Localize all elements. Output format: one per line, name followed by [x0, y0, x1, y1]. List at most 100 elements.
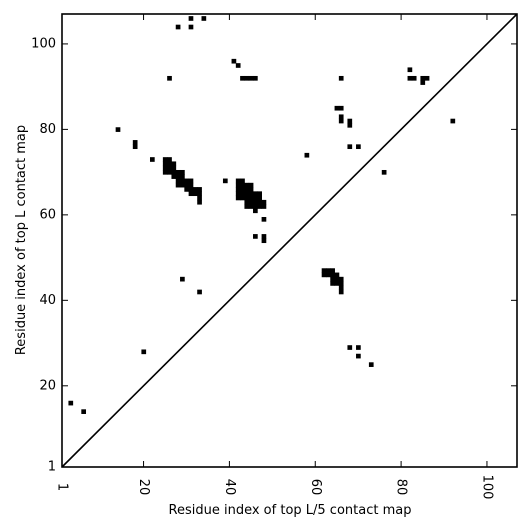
contact-point	[325, 268, 331, 273]
contact-point	[235, 178, 241, 184]
contact-point	[356, 345, 361, 350]
contact-point	[407, 67, 413, 73]
contact-point	[240, 182, 245, 188]
contact-point	[248, 182, 254, 188]
contact-point	[167, 169, 172, 175]
contact-point	[244, 75, 250, 81]
contact-point	[248, 199, 254, 205]
contact-point	[338, 75, 344, 81]
contact-point	[68, 400, 74, 406]
contact-point	[180, 174, 185, 179]
contact-point	[420, 75, 426, 81]
contact-point	[231, 58, 237, 64]
x-tick-label: 80	[394, 479, 409, 496]
contact-point	[257, 191, 262, 197]
contact-point	[450, 118, 456, 124]
contact-point	[240, 75, 245, 81]
contact-point	[132, 140, 138, 145]
contact-point	[261, 216, 267, 222]
contact-point	[197, 199, 202, 205]
contact-point	[338, 285, 344, 291]
contact-point	[244, 195, 250, 201]
contact-point	[248, 191, 254, 197]
contact-point	[424, 75, 430, 81]
contact-point	[188, 24, 194, 30]
contact-point	[171, 161, 177, 167]
contact-point	[411, 75, 417, 81]
contact-point	[222, 178, 228, 184]
contact-point	[261, 199, 267, 205]
x-axis-title: Residue index of top L/5 contact map	[169, 503, 412, 518]
contact-point	[240, 191, 245, 197]
contact-point	[235, 63, 241, 68]
contact-point	[338, 289, 344, 295]
contact-points	[68, 16, 456, 414]
x-tick-label: 60	[308, 479, 323, 496]
contact-point	[325, 272, 331, 278]
contact-point	[132, 144, 138, 150]
contact-point	[253, 195, 258, 201]
contact-point	[347, 144, 353, 150]
contact-point	[257, 204, 262, 209]
contact-point	[188, 191, 194, 197]
contact-point	[347, 345, 353, 350]
contact-point	[338, 281, 344, 286]
contact-point	[253, 199, 258, 205]
contact-point	[235, 195, 241, 201]
contact-point	[334, 272, 340, 278]
contact-point	[188, 187, 194, 192]
contact-point	[197, 187, 202, 192]
y-axis-tick-labels: 1 20 40 60 80 100	[31, 36, 56, 474]
y-tick-label: 100	[31, 36, 56, 51]
contact-point	[175, 24, 181, 30]
contact-point	[407, 75, 413, 81]
contact-point	[167, 165, 172, 171]
contact-point	[235, 182, 241, 188]
contact-point	[338, 276, 344, 282]
contact-point	[334, 281, 340, 286]
contact-point	[261, 238, 267, 244]
contact-point	[248, 187, 254, 192]
contact-point	[180, 178, 185, 184]
contact-point	[167, 161, 172, 167]
contact-point	[253, 234, 258, 239]
contact-point	[81, 409, 87, 414]
contact-point	[184, 178, 190, 184]
contact-point	[167, 157, 172, 162]
contact-point	[115, 127, 121, 132]
contact-point	[253, 191, 258, 197]
plot-frame	[61, 13, 518, 468]
contact-point	[240, 178, 245, 184]
contact-point	[257, 195, 262, 201]
contact-point	[171, 174, 177, 179]
contact-point	[149, 157, 155, 162]
x-tick-label: 40	[222, 479, 237, 496]
y-tick-label: 40	[39, 293, 56, 308]
contact-point	[180, 276, 185, 282]
y-tick-label: 60	[39, 207, 56, 222]
contact-point	[167, 75, 172, 81]
contact-point	[141, 349, 147, 355]
contact-point	[201, 16, 207, 21]
contact-point	[330, 281, 335, 286]
contact-point	[381, 169, 387, 175]
contact-point	[197, 191, 202, 197]
contact-point	[257, 199, 262, 205]
contact-point	[356, 144, 361, 150]
contact-point	[192, 191, 198, 197]
y-axis-title: Residue index of top L contact map	[14, 125, 29, 355]
contact-point	[253, 75, 258, 81]
contact-point	[192, 187, 198, 192]
contact-point	[235, 187, 241, 192]
contact-point	[304, 152, 310, 158]
contact-point	[321, 268, 327, 273]
contact-point	[338, 118, 344, 124]
contact-point	[240, 187, 245, 192]
contact-point	[180, 182, 185, 188]
contact-point	[240, 195, 245, 201]
contact-point	[188, 16, 194, 21]
y-tick-label: 20	[39, 378, 56, 393]
contact-point	[244, 182, 250, 188]
contact-point	[338, 105, 344, 111]
